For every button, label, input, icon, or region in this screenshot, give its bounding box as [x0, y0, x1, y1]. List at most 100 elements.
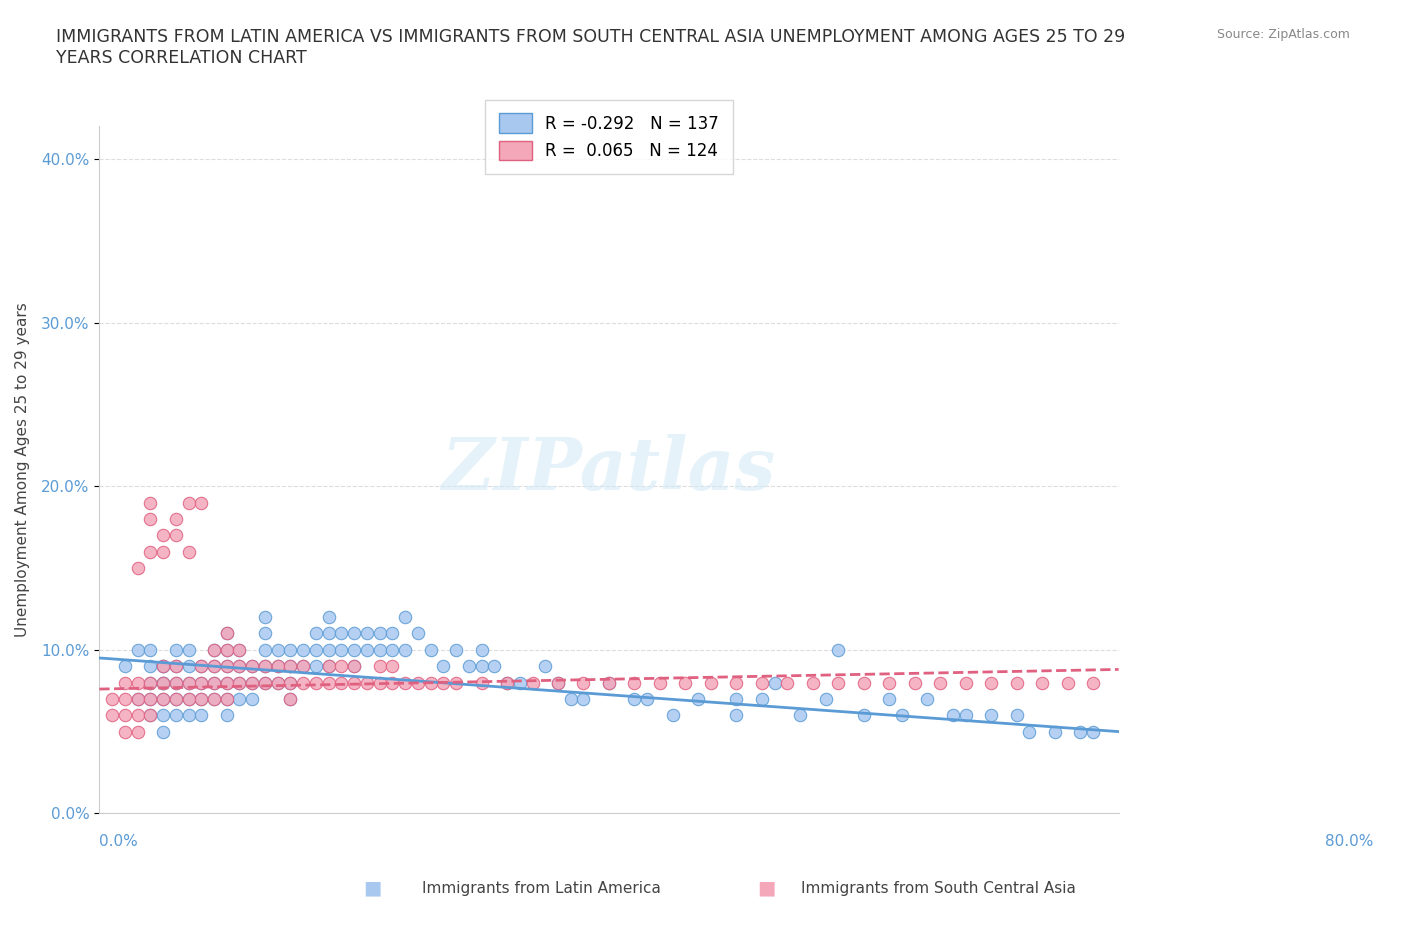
Point: [1081, 675, 1104, 690]
Point: [165, 675, 187, 690]
Point: [725, 708, 748, 723]
Point: [356, 675, 378, 690]
Point: [1018, 724, 1040, 739]
Point: [152, 544, 174, 559]
Point: [419, 643, 441, 658]
Point: [240, 675, 263, 690]
Point: [152, 708, 174, 723]
Point: [280, 643, 302, 658]
Point: [177, 708, 200, 723]
Point: [827, 675, 849, 690]
Point: [305, 643, 328, 658]
Point: [114, 691, 136, 706]
Point: [190, 658, 212, 673]
Point: [190, 495, 212, 510]
Point: [776, 675, 799, 690]
Point: [152, 675, 174, 690]
Point: [101, 708, 124, 723]
Point: [368, 626, 391, 641]
Point: [877, 691, 900, 706]
Point: [215, 658, 238, 673]
Point: [751, 675, 773, 690]
Point: [267, 675, 290, 690]
Point: [202, 691, 225, 706]
Point: [318, 658, 340, 673]
Point: [852, 675, 875, 690]
Point: [700, 675, 723, 690]
Point: [432, 675, 454, 690]
Point: [1056, 675, 1078, 690]
Point: [444, 643, 467, 658]
Point: [253, 675, 276, 690]
Point: [688, 691, 710, 706]
Point: [763, 675, 786, 690]
Point: [152, 658, 174, 673]
Point: [572, 691, 595, 706]
Point: [368, 643, 391, 658]
Point: [202, 643, 225, 658]
Text: 0.0%: 0.0%: [100, 834, 138, 849]
Point: [534, 658, 557, 673]
Point: [280, 691, 302, 706]
Point: [1043, 724, 1066, 739]
Point: [751, 691, 773, 706]
Point: [240, 658, 263, 673]
Point: [190, 708, 212, 723]
Point: [101, 691, 124, 706]
Point: [152, 528, 174, 543]
Point: [177, 495, 200, 510]
Point: [789, 708, 811, 723]
Point: [202, 675, 225, 690]
Point: [496, 675, 519, 690]
Point: [152, 691, 174, 706]
Point: [228, 658, 250, 673]
Point: [673, 675, 696, 690]
Point: [253, 643, 276, 658]
Point: [139, 675, 162, 690]
Point: [202, 643, 225, 658]
Point: [280, 675, 302, 690]
Point: [139, 643, 162, 658]
Point: [381, 675, 404, 690]
Point: [801, 675, 824, 690]
Point: [190, 675, 212, 690]
Point: [292, 658, 315, 673]
Point: [253, 610, 276, 625]
Text: ■: ■: [756, 879, 776, 897]
Point: [177, 658, 200, 673]
Point: [877, 675, 900, 690]
Point: [343, 658, 366, 673]
Point: [152, 691, 174, 706]
Point: [292, 675, 315, 690]
Y-axis label: Unemployment Among Ages 25 to 29 years: Unemployment Among Ages 25 to 29 years: [15, 302, 30, 637]
Point: [406, 675, 429, 690]
Point: [368, 675, 391, 690]
Point: [215, 643, 238, 658]
Point: [165, 658, 187, 673]
Point: [394, 610, 416, 625]
Point: [522, 675, 544, 690]
Point: [661, 708, 683, 723]
Point: [827, 643, 849, 658]
Text: ZIPatlas: ZIPatlas: [441, 434, 776, 505]
Point: [980, 675, 1002, 690]
Point: [114, 658, 136, 673]
Point: [318, 643, 340, 658]
Point: [177, 675, 200, 690]
Point: [292, 658, 315, 673]
Point: [228, 643, 250, 658]
Point: [139, 708, 162, 723]
Point: [330, 658, 353, 673]
Point: [891, 708, 914, 723]
Point: [330, 626, 353, 641]
Point: [318, 610, 340, 625]
Text: ■: ■: [363, 879, 382, 897]
Point: [152, 658, 174, 673]
Point: [228, 658, 250, 673]
Point: [240, 658, 263, 673]
Point: [190, 658, 212, 673]
Point: [228, 675, 250, 690]
Point: [228, 643, 250, 658]
Legend: R = -0.292   N = 137, R =  0.065   N = 124: R = -0.292 N = 137, R = 0.065 N = 124: [485, 100, 733, 174]
Point: [509, 675, 531, 690]
